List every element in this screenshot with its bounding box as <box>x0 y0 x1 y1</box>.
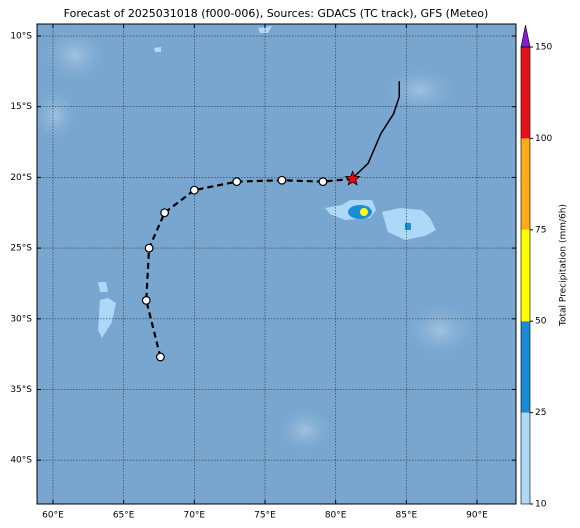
cloud <box>380 65 460 115</box>
y-tick-label: 40°S <box>10 456 32 466</box>
cloud <box>40 25 110 85</box>
colorbar-extend <box>520 24 531 48</box>
colorbar-segment <box>521 321 530 413</box>
forecast-point <box>318 177 328 187</box>
forecast-point <box>160 208 170 218</box>
axes: 60°E 65°E 70°E 75°E 80°E 85°E 90°E 10°S 15°S 20°S… <box>10 24 516 521</box>
observed-track <box>352 81 401 179</box>
colorbar: 10 25 50 75 100 150 <box>520 24 552 510</box>
plot-layer <box>37 24 516 504</box>
forecast-point <box>277 175 287 185</box>
forecast-point <box>155 352 165 362</box>
precip-area <box>98 298 116 338</box>
precip-area <box>154 47 161 52</box>
colorbar-segment <box>521 229 530 322</box>
colorbar-tick-label: 150 <box>535 43 552 53</box>
x-tick-label: 65°E <box>113 511 135 521</box>
x-tick-label: 70°E <box>183 511 205 521</box>
precip-area <box>360 208 368 216</box>
colorbar-segment <box>521 138 530 230</box>
precip-area <box>258 26 272 33</box>
x-tick-label: 85°E <box>396 511 418 521</box>
y-tick-label: 25°S <box>10 244 32 254</box>
chart-title: Forecast of 2025031018 (f000-006), Sourc… <box>64 7 489 20</box>
current-position <box>344 170 361 186</box>
y-tick-label: 30°S <box>10 314 32 324</box>
colorbar-tick-label: 100 <box>535 134 552 144</box>
precip-area <box>98 282 108 292</box>
y-tick-label: 10°S <box>10 32 32 42</box>
forecast-point <box>232 177 242 187</box>
frame <box>36 23 517 505</box>
forecast-track <box>145 177 353 358</box>
map-area <box>37 24 516 504</box>
cloud <box>275 405 335 455</box>
colorbar-tick-label: 10 <box>535 500 547 510</box>
forecast-point <box>141 296 151 305</box>
colorbar-segment <box>521 412 530 504</box>
forecast-point <box>189 185 199 195</box>
colorbar-tick-label: 75 <box>535 225 546 235</box>
cloud <box>37 85 80 145</box>
x-tick-label: 80°E <box>325 511 347 521</box>
x-tick-label: 60°E <box>42 511 64 521</box>
y-tick-label: 15°S <box>10 102 32 112</box>
y-tick-label: 20°S <box>10 173 32 183</box>
cloud <box>400 300 480 360</box>
colorbar-segment <box>521 47 530 139</box>
colorbar-label: Total Precipitation (mm/6h) <box>559 204 569 327</box>
precip-area <box>405 223 411 230</box>
forecast-point <box>144 243 154 253</box>
colorbar-tick-label: 50 <box>535 317 547 327</box>
colorbar-tick-label: 25 <box>535 408 546 418</box>
colorbar-frame <box>520 46 531 505</box>
x-tick-label: 75°E <box>254 511 276 521</box>
x-tick-label: 90°E <box>466 511 488 521</box>
y-tick-label: 35°S <box>10 385 32 395</box>
